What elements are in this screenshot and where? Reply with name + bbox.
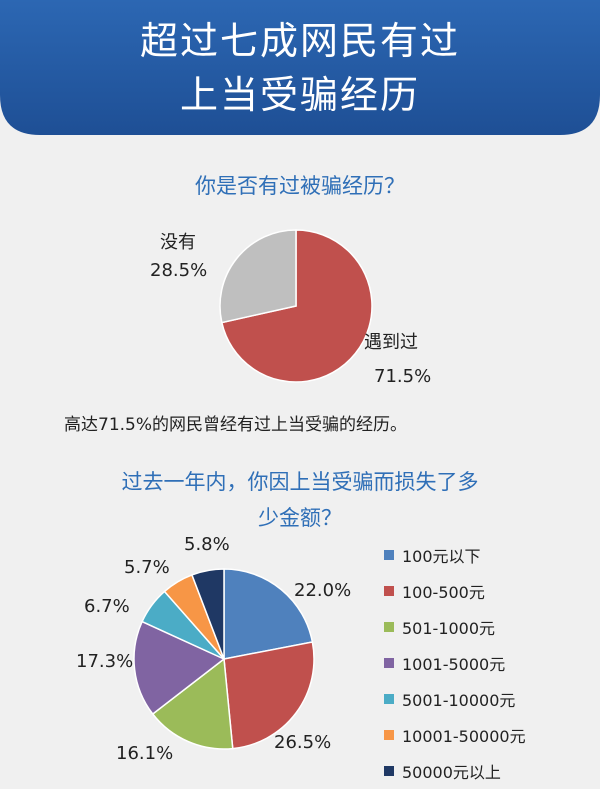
banner-shape xyxy=(0,0,600,135)
legend-item: 10001-50000元 xyxy=(384,717,526,753)
pie2-value-2: 16.1% xyxy=(116,743,174,764)
pie2-value-4: 6.7% xyxy=(84,596,130,617)
pie2-slice-0 xyxy=(223,568,314,660)
pie1-label-no: 没有 xyxy=(160,232,196,253)
pie1-value-no: 28.5% xyxy=(150,260,208,281)
pie1-slice-0 xyxy=(220,229,373,383)
question-2-line2: 少金额？ xyxy=(258,506,342,530)
pie-chart-loss-amount xyxy=(133,568,315,750)
legend-item: 501-1000元 xyxy=(384,609,526,645)
pie2-value-6: 5.8% xyxy=(184,534,230,555)
chart-legend: 100元以下 100-500元 501-1000元 1001-5000元 500… xyxy=(384,537,526,789)
legend-item: 100-500元 xyxy=(384,573,526,609)
pie2-slice-3 xyxy=(133,620,226,716)
page-title-line2: 上当受骗经历 xyxy=(179,73,420,117)
legend-swatch xyxy=(384,658,394,668)
pie-chart-scam-experience xyxy=(219,229,373,383)
page-title-line1: 超过七成网民有过 xyxy=(139,19,460,63)
title-banner: 超过七成网民有过 上当受骗经历 xyxy=(0,0,600,150)
legend-swatch xyxy=(384,622,394,632)
legend-label: 10001-50000元 xyxy=(402,727,526,746)
legend-item: 5001-10000元 xyxy=(384,681,526,717)
pie2-value-0: 22.0% xyxy=(294,580,352,601)
pie2-value-1: 26.5% xyxy=(274,732,332,753)
pie1-label-yes: 遇到过 xyxy=(364,332,418,353)
legend-label: 5001-10000元 xyxy=(402,691,516,710)
pie2-value-5: 5.7% xyxy=(124,557,170,578)
legend-label: 100-500元 xyxy=(402,583,485,602)
legend-item: 100元以下 xyxy=(384,537,526,573)
pie2-value-3: 17.3% xyxy=(76,651,134,672)
statement-text: 高达71.5%的网民曾经有过上当受骗的经历。 xyxy=(64,415,408,435)
legend-label: 50000元以上 xyxy=(402,763,501,782)
legend-label: 501-1000元 xyxy=(402,619,496,638)
legend-item: 1001-5000元 xyxy=(384,645,526,681)
pie1-value-yes: 71.5% xyxy=(374,366,432,387)
pie1-slice-1 xyxy=(219,229,297,324)
legend-label: 100元以下 xyxy=(402,547,481,566)
legend-swatch xyxy=(384,766,394,776)
question-1: 你是否有过被骗经历？ xyxy=(195,174,405,198)
pie2-slice-6 xyxy=(190,568,225,660)
legend-item: 50000元以上 xyxy=(384,753,526,789)
legend-swatch xyxy=(384,550,394,560)
legend-swatch xyxy=(384,694,394,704)
question-2-line1: 过去一年内，你因上当受骗而损失了多 xyxy=(121,470,479,494)
pie2-slice-2 xyxy=(151,657,234,750)
legend-label: 1001-5000元 xyxy=(402,655,506,674)
legend-swatch xyxy=(384,730,394,740)
pie2-slice-1 xyxy=(223,641,315,750)
legend-swatch xyxy=(384,586,394,596)
